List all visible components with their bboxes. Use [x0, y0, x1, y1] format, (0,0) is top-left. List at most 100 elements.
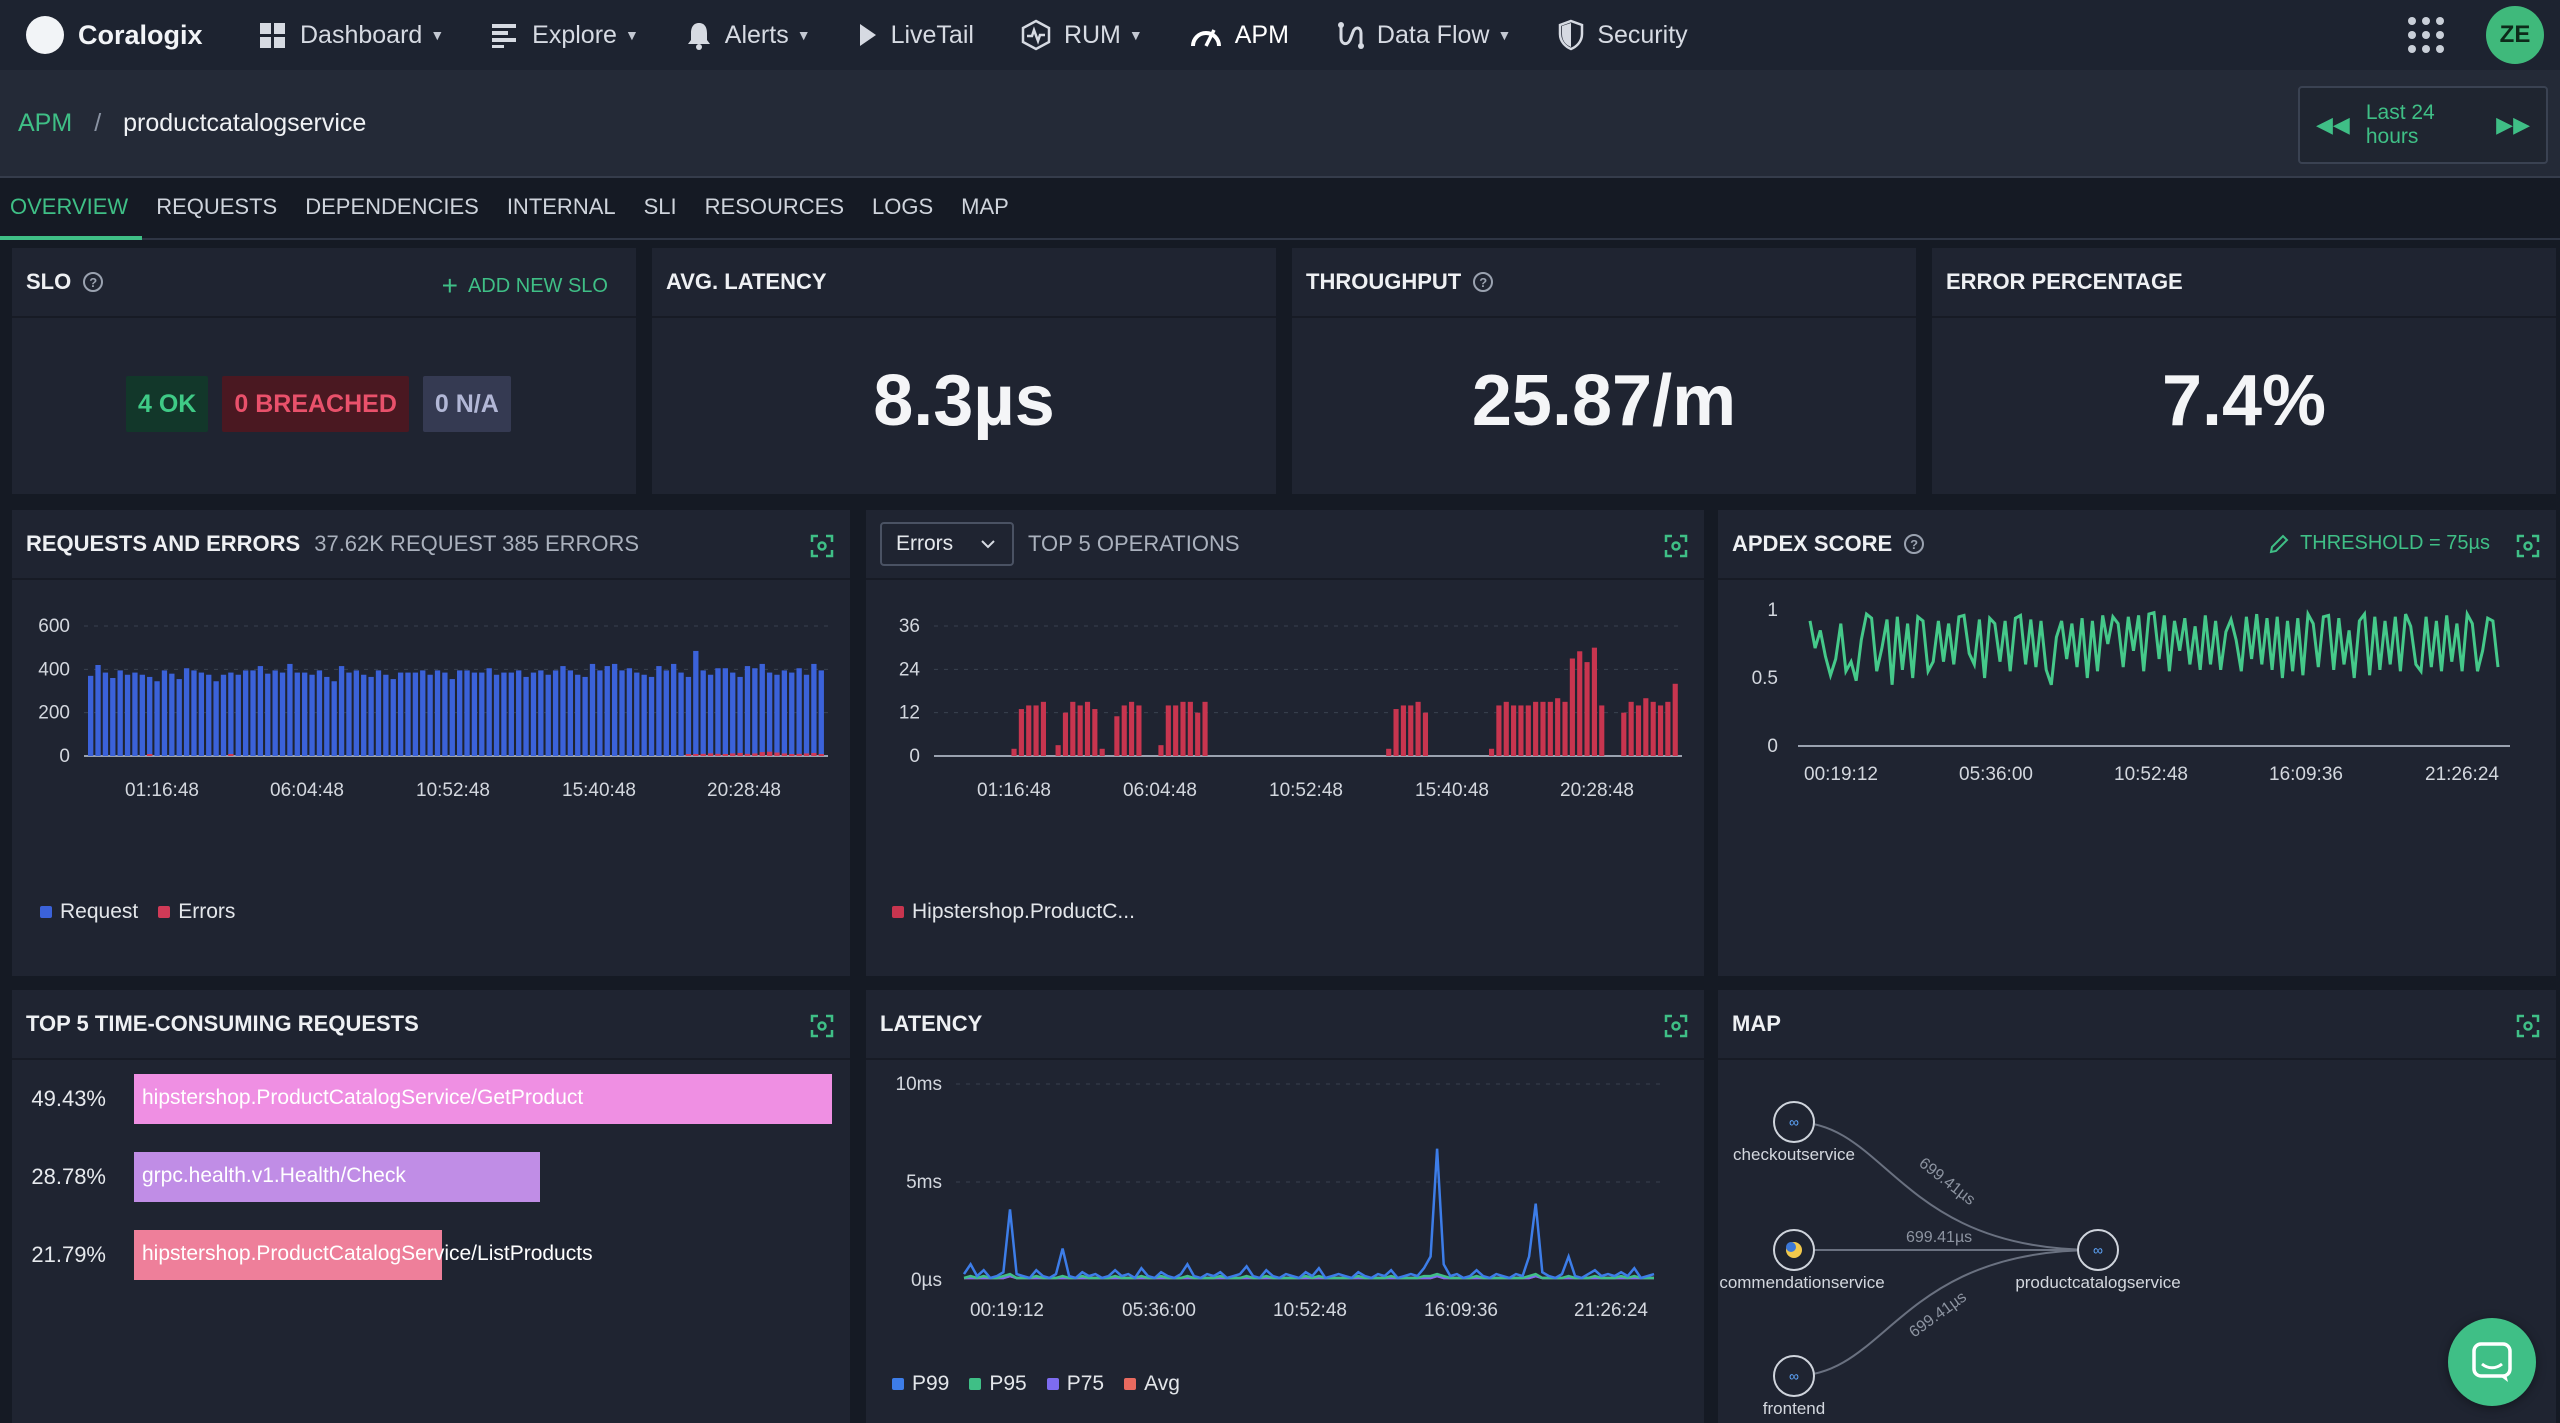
time-range-picker[interactable]: ◀◀ Last 24 hours ▶▶ [2298, 86, 2548, 164]
y-tick-label: 0 [1767, 736, 1778, 757]
request-bar [567, 670, 574, 756]
operation-bar [1062, 712, 1069, 756]
request-bar [383, 674, 389, 756]
expand-icon[interactable] [810, 534, 834, 558]
map-node-recommendationservice[interactable]: commendationservice [1719, 1229, 1885, 1292]
breadcrumb-current: productcatalogservice [123, 108, 367, 137]
request-bar [707, 674, 714, 756]
nav-alerts[interactable]: Alerts ▼ [685, 0, 811, 70]
tab-sli[interactable]: SLI [643, 194, 677, 219]
metric-select[interactable]: Errors [880, 522, 1014, 566]
throughput-title: THROUGHPUT [1306, 269, 1462, 294]
add-new-slo-button[interactable]: + ADD NEW SLO [442, 270, 608, 302]
operation-bar [1040, 701, 1046, 756]
expand-icon[interactable] [810, 1014, 834, 1038]
apdex-threshold[interactable]: THRESHOLD = 75µs [2268, 532, 2490, 555]
apps-grid-icon[interactable] [2406, 15, 2446, 55]
service-icon: ∞ [1789, 1368, 1799, 1384]
legend-item[interactable]: P75 [1046, 1372, 1104, 1396]
nav-dashboard[interactable]: Dashboard ▼ [258, 0, 444, 70]
y-tick-label: 5ms [906, 1172, 942, 1193]
coralogix-logo[interactable]: Coralogix [26, 16, 258, 54]
request-bar [242, 670, 249, 756]
nav-security[interactable]: Security [1557, 0, 1688, 70]
request-bar [132, 672, 138, 756]
slo-na-badge[interactable]: 0 N/A [422, 376, 511, 432]
request-bar [191, 670, 197, 756]
x-tick-label: 00:19:12 [1804, 764, 1878, 785]
legend-item[interactable]: Avg [1124, 1372, 1180, 1396]
request-bar [390, 679, 396, 756]
legend-item[interactable]: P99 [892, 1372, 949, 1396]
request-bar [523, 676, 529, 756]
expand-icon[interactable] [1664, 534, 1688, 558]
help-icon[interactable]: ? [1473, 272, 1494, 292]
latency-legend: P99 P95 P75 Avg [892, 1372, 1200, 1396]
legend-swatch [969, 1378, 982, 1390]
requests-errors-header: REQUESTS AND ERRORS 37.62K REQUEST 385 E… [12, 510, 850, 580]
help-icon[interactable]: ? [83, 272, 104, 292]
chat-support-button[interactable] [2448, 1318, 2536, 1406]
top-operations-legend: Hipstershop.ProductC... [892, 900, 1155, 924]
request-bar [508, 672, 514, 756]
legend-item[interactable]: Errors [158, 900, 235, 924]
add-new-slo-label: ADD NEW SLO [467, 274, 608, 297]
nav-livetail[interactable]: LiveTail [857, 0, 974, 70]
error-percentage-header: ERROR PERCENTAGE [1932, 248, 2556, 318]
legend-item[interactable]: P95 [969, 1372, 1027, 1396]
tab-dependencies[interactable]: DEPENDENCIES [305, 194, 479, 219]
expand-icon[interactable] [2516, 1014, 2540, 1038]
map-node-label: checkoutservice [1733, 1145, 1855, 1164]
request-bar [678, 672, 684, 756]
request-bar [538, 670, 544, 756]
top-request-row[interactable]: 28.78% grpc.health.v1.Health/Check [12, 1152, 850, 1202]
request-bar [671, 663, 677, 756]
latency-line-p99 [962, 1148, 1655, 1280]
legend-item[interactable]: Hipstershop.ProductC... [892, 900, 1135, 924]
tab-internal[interactable]: INTERNAL [506, 194, 616, 219]
request-bar [139, 674, 145, 756]
top-request-bar [134, 1074, 832, 1124]
legend-label: P95 [989, 1372, 1027, 1395]
request-bar [102, 672, 109, 756]
tab-resources[interactable]: RESOURCES [704, 194, 844, 219]
expand-icon[interactable] [1664, 1014, 1688, 1038]
latency-title: LATENCY [880, 1011, 983, 1036]
map-node-checkoutservice[interactable]: ∞ checkoutservice [1733, 1101, 1855, 1164]
apdex-panel: APDEX SCORE ? THRESHOLD = 75µs 1 0.5 0 00:1… [1718, 510, 2556, 976]
nav-explore[interactable]: Explore ▼ [490, 0, 639, 70]
user-avatar[interactable]: ZE [2486, 6, 2544, 64]
slo-breached-badge[interactable]: 0 BREACHED [222, 376, 409, 432]
operation-bar [1400, 705, 1406, 756]
slo-header: SLO ? + ADD NEW SLO [12, 248, 636, 318]
top-request-row[interactable]: 21.79% hipstershop.ProductCatalogService… [12, 1230, 850, 1280]
top-request-row[interactable]: 49.43% hipstershop.ProductCatalogService… [12, 1074, 850, 1124]
request-bar [346, 672, 352, 756]
expand-icon[interactable] [2516, 534, 2540, 558]
request-bar [206, 674, 212, 756]
breadcrumb-apm-link[interactable]: APM [18, 108, 73, 137]
map-node-frontend[interactable]: ∞ frontend [1763, 1355, 1825, 1418]
operation-bar [1628, 701, 1634, 756]
requests-errors-subtitle: 37.62K REQUEST 385 ERRORS [314, 531, 640, 556]
legend-item[interactable]: Request [40, 900, 138, 924]
tab-overview[interactable]: OVERVIEW [0, 194, 143, 240]
nav-data-flow[interactable]: Data Flow ▼ [1335, 0, 1511, 70]
map-node-productcatalogservice[interactable]: ∞ productcatalogservice [2015, 1229, 2181, 1292]
nav-rum[interactable]: RUM ▼ [1020, 0, 1143, 70]
legend-label: Avg [1144, 1372, 1180, 1395]
operation-bar [1033, 705, 1039, 756]
fast-forward-icon[interactable]: ▶▶ [2496, 112, 2530, 137]
rewind-icon[interactable]: ◀◀ [2316, 112, 2350, 137]
request-bar [597, 670, 603, 756]
tab-requests[interactable]: REQUESTS [156, 194, 278, 219]
time-range-label: Last 24 hours [2365, 101, 2435, 148]
nav-apm[interactable]: APM [1189, 0, 1289, 70]
tab-map[interactable]: MAP [961, 194, 1009, 219]
help-icon[interactable]: ? [1904, 534, 1925, 554]
top-request-percent: 21.79% [31, 1242, 106, 1267]
chevron-down-icon [981, 540, 995, 549]
slo-ok-badge[interactable]: 4 OK [126, 376, 209, 432]
chevron-down-icon: ▼ [1497, 27, 1512, 43]
tab-logs[interactable]: LOGS [872, 194, 934, 219]
